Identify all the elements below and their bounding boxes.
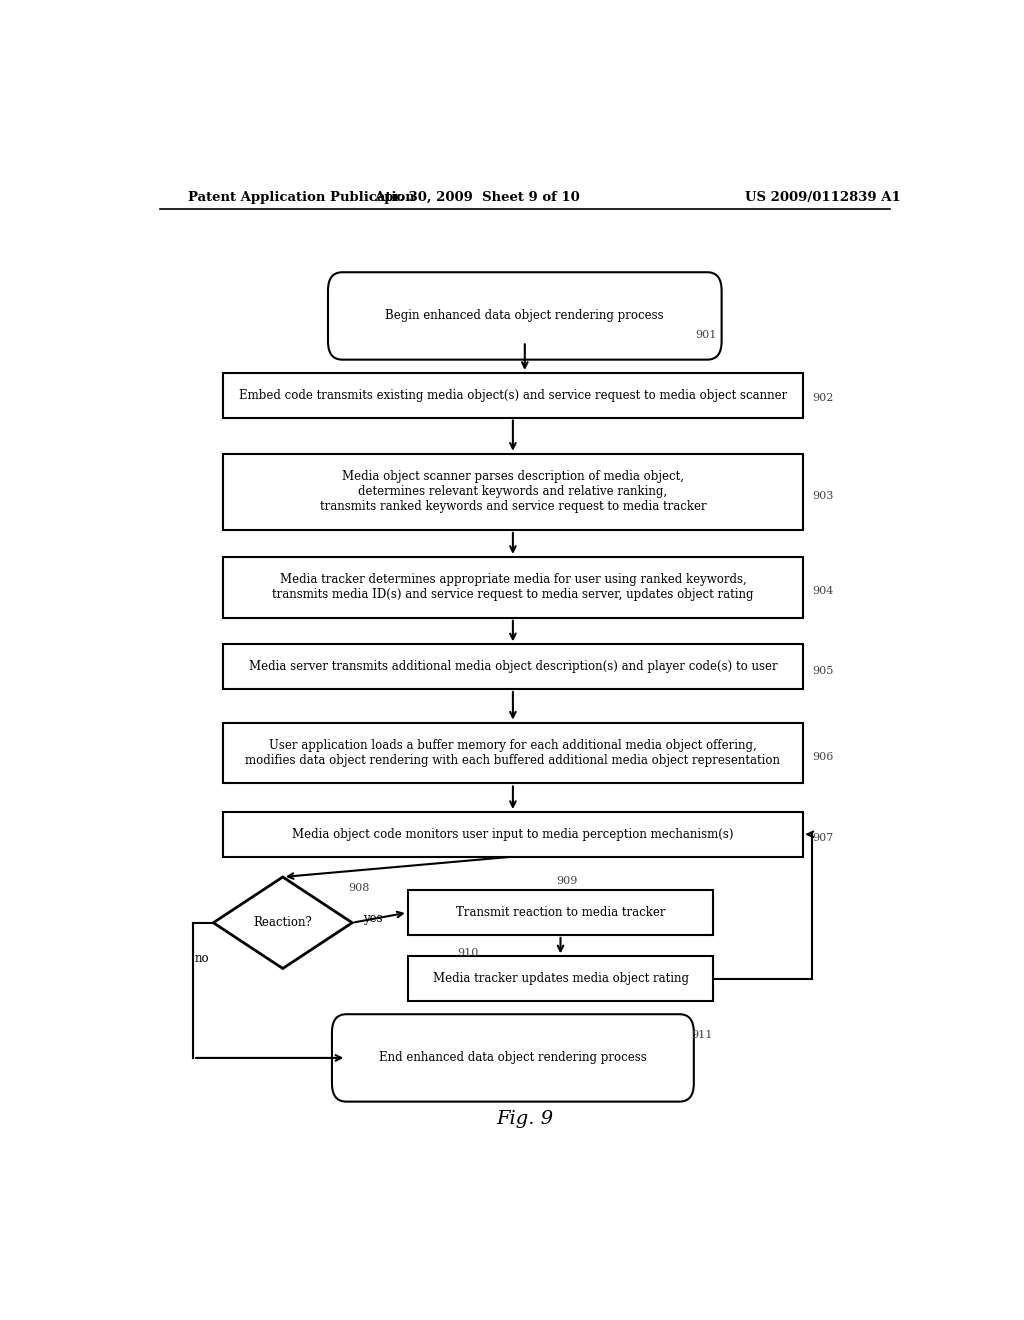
Text: Reaction?: Reaction? (253, 916, 312, 929)
Bar (408, 956, 714, 1001)
Polygon shape (213, 876, 352, 969)
Text: Begin enhanced data object rendering process: Begin enhanced data object rendering pro… (385, 309, 665, 322)
Text: Media tracker determines appropriate media for user using ranked keywords,
trans: Media tracker determines appropriate med… (272, 573, 754, 602)
Bar (223, 812, 803, 857)
Text: yes: yes (362, 912, 382, 925)
Text: 902: 902 (812, 393, 834, 404)
Bar (223, 644, 803, 689)
Text: Embed code transmits existing media object(s) and service request to media objec: Embed code transmits existing media obje… (239, 388, 787, 401)
Text: 901: 901 (695, 330, 717, 341)
Text: 905: 905 (812, 665, 834, 676)
Bar (223, 557, 803, 618)
Text: no: no (195, 952, 209, 965)
Text: Media object scanner parses description of media object,
determines relevant key: Media object scanner parses description … (319, 470, 707, 513)
Text: End enhanced data object rendering process: End enhanced data object rendering proce… (379, 1052, 647, 1064)
Text: Apr. 30, 2009  Sheet 9 of 10: Apr. 30, 2009 Sheet 9 of 10 (375, 190, 580, 203)
Text: 907: 907 (812, 833, 834, 843)
Text: US 2009/0112839 A1: US 2009/0112839 A1 (744, 190, 900, 203)
Text: User application loads a buffer memory for each additional media object offering: User application loads a buffer memory f… (246, 739, 780, 767)
Bar (223, 372, 803, 417)
Text: 911: 911 (691, 1030, 713, 1040)
Text: 904: 904 (812, 586, 834, 597)
Text: 906: 906 (812, 752, 834, 762)
FancyBboxPatch shape (328, 272, 722, 359)
Text: 909: 909 (557, 876, 578, 886)
Bar (223, 722, 803, 784)
Text: Media tracker updates media object rating: Media tracker updates media object ratin… (432, 972, 688, 985)
Text: Media server transmits additional media object description(s) and player code(s): Media server transmits additional media … (249, 660, 777, 673)
Text: 903: 903 (812, 491, 834, 500)
Bar (223, 454, 803, 529)
Text: Patent Application Publication: Patent Application Publication (187, 190, 415, 203)
Text: 908: 908 (348, 883, 370, 894)
FancyBboxPatch shape (332, 1014, 694, 1102)
Text: Media object code monitors user input to media perception mechanism(s): Media object code monitors user input to… (292, 828, 733, 841)
Bar (408, 890, 714, 935)
Text: Transmit reaction to media tracker: Transmit reaction to media tracker (456, 906, 666, 919)
Text: 910: 910 (458, 948, 478, 958)
Text: Fig. 9: Fig. 9 (497, 1110, 553, 1127)
